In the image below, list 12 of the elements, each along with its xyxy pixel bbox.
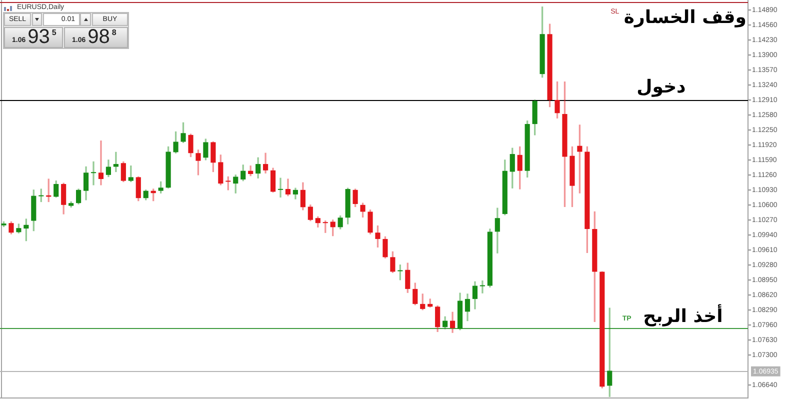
candlestick: [98, 140, 104, 186]
candlestick: [480, 280, 486, 294]
candlestick: [113, 152, 118, 172]
candlestick: [278, 178, 284, 198]
annotation: 5: [52, 28, 56, 37]
annotation: 98: [88, 26, 110, 48]
annotation: وقف الخسارة: [624, 6, 747, 28]
annotation: أخذ الربح: [643, 304, 723, 327]
annotation: 93: [28, 26, 50, 48]
candlestick: [90, 161, 96, 186]
annotation: 8: [112, 28, 116, 37]
ref-line-label: دخول: [636, 76, 686, 98]
